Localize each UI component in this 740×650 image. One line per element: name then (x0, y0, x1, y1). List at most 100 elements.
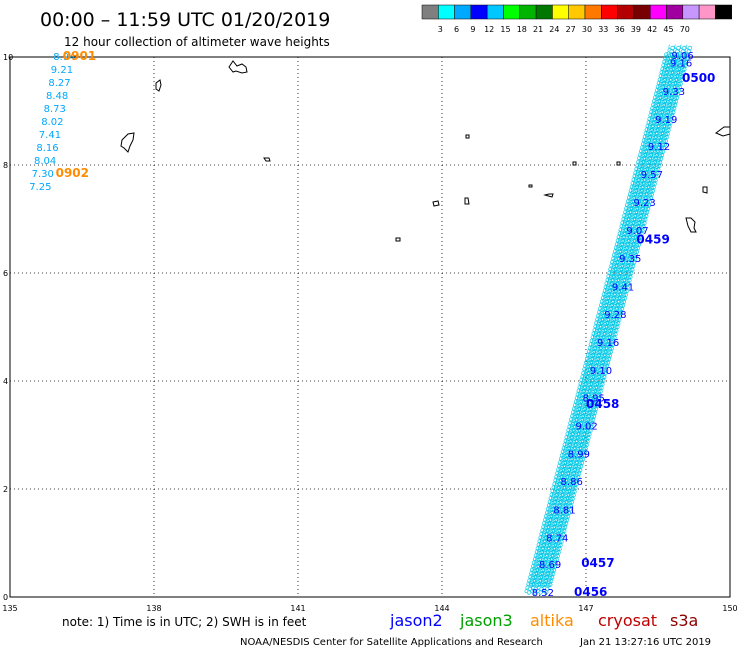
time-label: 0458 (586, 397, 619, 411)
x-tick-label: 147 (578, 604, 593, 613)
swh-point-label: 8.69 (539, 560, 561, 571)
axis-labels: 135 138 141 144 147 150 0 2 4 6 8 10 (2, 53, 737, 613)
colorbar-swatch (454, 4, 472, 20)
note-text: note: 1) Time is in UTC; 2) SWH is in fe… (62, 615, 307, 629)
legend-altika: altika (530, 611, 574, 630)
island-shape (572, 161, 577, 166)
island-shape (464, 197, 470, 205)
island-shape (543, 193, 554, 198)
colorbar-swatch (552, 4, 569, 20)
colorbar-swatch (503, 4, 521, 20)
swh-point-label: 9.10 (590, 366, 612, 377)
y-tick-label: 0 (3, 593, 8, 602)
swh-point-label: 8.86 (561, 477, 583, 488)
plot-frame (9, 56, 731, 598)
x-tick-label: 138 (146, 604, 161, 613)
island-shape (528, 184, 533, 188)
colorbar-tick-label: 33 (598, 25, 608, 34)
swh-point-label: 7.41 (39, 130, 61, 141)
island-shape (715, 126, 731, 137)
swh-point-label: 8.74 (546, 533, 568, 544)
y-tick-label: 8 (3, 161, 8, 170)
colorbar-swatch (568, 4, 586, 20)
y-tick-label: 4 (3, 377, 8, 386)
colorbar-swatch (698, 4, 716, 20)
colorbar-swatch (601, 4, 618, 20)
swh-point-label: 8.16 (36, 143, 58, 154)
swh-point-label: 9.06 (671, 51, 693, 62)
swh-point-label: 8.04 (34, 156, 56, 167)
colorbar-swatch (682, 4, 700, 20)
swh-point-label: 8.94 (53, 52, 75, 63)
time-label: 0901 (63, 49, 96, 63)
time-label: 0456 (574, 585, 607, 599)
island-shape (155, 79, 162, 92)
island-shape (395, 237, 401, 242)
colorbar-tick-label: 30 (582, 25, 592, 34)
x-tick-label: 135 (2, 604, 17, 613)
x-tick-label: 150 (722, 604, 737, 613)
colorbar-tick-label: 6 (454, 25, 459, 34)
island-shape (702, 186, 708, 194)
island-shape (228, 60, 248, 74)
island-shape (616, 161, 621, 166)
swh-point-label: 9.02 (575, 422, 597, 433)
swh-point-label: 8.81 (553, 505, 575, 516)
island-outlines (120, 60, 731, 242)
colorbar-swatch (470, 4, 488, 20)
swh-point-label: 9.33 (663, 87, 685, 98)
legend-jason2: jason2 (389, 611, 443, 630)
island-shape (263, 157, 271, 162)
swh-point-label: 9.16 (597, 338, 619, 349)
swh-point-label: 9.41 (612, 282, 634, 293)
swh-point-label: 8.02 (41, 117, 63, 128)
colorbar-swatch (633, 4, 651, 20)
colorbar-tick-label: 12 (484, 25, 494, 34)
swh-point-label: 9.07 (626, 226, 648, 237)
time-labels: 0901 0902 0500 0459 0458 0457 0456 (56, 49, 716, 599)
swh-point-label: 8.27 (48, 78, 70, 89)
colorbar-swatch (486, 4, 504, 20)
swh-point-label: 8.52 (532, 588, 554, 599)
colorbar-tick-label: 36 (615, 25, 625, 34)
swh-point-label: 9.35 (619, 254, 641, 265)
island-shape (432, 200, 440, 207)
swh-point-label: 9.19 (655, 115, 677, 126)
swh-point-label: 7.30 (32, 169, 54, 180)
time-label: 0902 (56, 166, 89, 180)
colorbar-swatch (421, 4, 439, 20)
colorbar-tick-label: 39 (631, 25, 641, 34)
footer-timestamp: Jan 21 13:27:16 UTC 2019 (579, 637, 711, 648)
swh-point-label: 9.16 (670, 59, 692, 70)
colorbar-tick-label: 9 (470, 25, 475, 34)
colorbar-tick-label: 45 (663, 25, 673, 34)
legend-s3a: s3a (670, 611, 698, 630)
footer-credit: NOAA/NESDIS Center for Satellite Applica… (240, 637, 543, 648)
colorbar-swatch (438, 4, 455, 20)
x-tick-label: 144 (434, 604, 449, 613)
y-tick-label: 6 (3, 269, 8, 278)
colorbar-tick-label: 3 (438, 25, 443, 34)
satellite-track: 8.68.68.68.68.68.68.68.68.68.68.68.68.68… (523, 43, 696, 597)
time-label: 0457 (581, 556, 614, 570)
island-shape (465, 134, 470, 139)
colorbar-tick-label: 70 (680, 25, 690, 34)
island-shape (685, 217, 697, 233)
swh-point-label: 8.95 (583, 394, 605, 405)
swh-point-label: 9.57 (641, 170, 663, 181)
colorbar-swatch (584, 4, 602, 20)
swh-labels: 8.52 8.69 8.74 8.81 8.86 8.99 9.02 8.95 9.10 9.16… (29, 51, 694, 599)
colorbar-tick-label: 15 (500, 25, 510, 34)
colorbar-tick-label: 21 (533, 25, 543, 34)
legend-cryosat: cryosat (598, 611, 657, 630)
chart-title: 00:00 – 11:59 UTC 01/20/2019 (40, 9, 330, 31)
swh-point-label: 8.73 (44, 104, 66, 115)
colorbar-tick-label: 27 (566, 25, 576, 34)
island-shape (120, 132, 135, 153)
swh-point-label: 9.12 (648, 142, 670, 153)
swh-point-label: 7.25 (29, 182, 51, 193)
colorbar-swatch (715, 4, 732, 20)
y-tick-label: 10 (3, 53, 13, 62)
